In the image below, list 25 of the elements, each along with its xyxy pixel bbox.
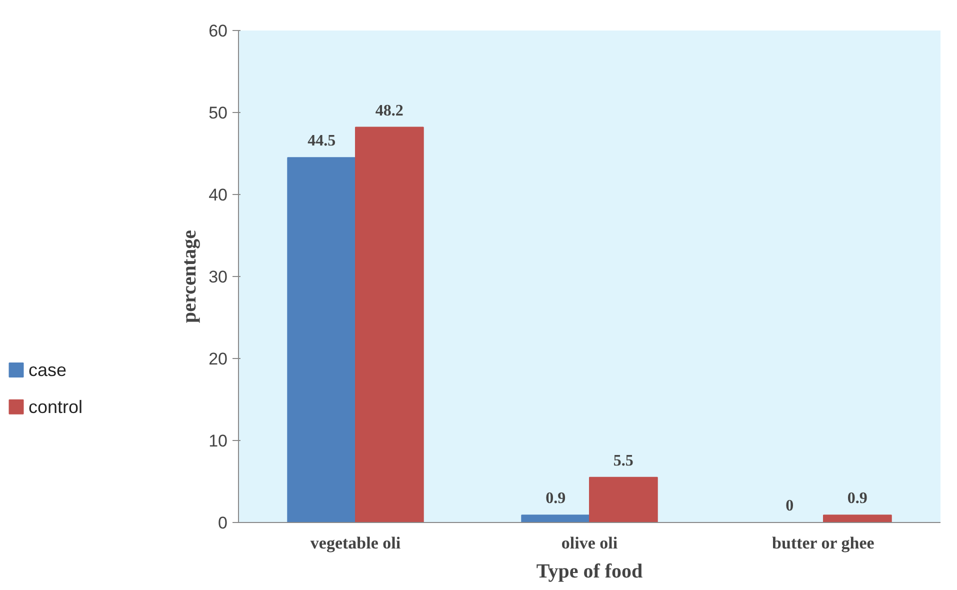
y-axis-title: percentage xyxy=(178,230,201,323)
x-tick-label: olive oli xyxy=(561,534,618,552)
data-label: 48.2 xyxy=(375,102,404,120)
x-tick-label: butter or ghee xyxy=(772,534,875,552)
bar xyxy=(521,514,590,522)
y-tick-label: 10 xyxy=(208,432,228,450)
x-tick-label: vegetable oli xyxy=(310,534,401,552)
x-axis-title: Type of food xyxy=(536,560,643,582)
data-label: 0.9 xyxy=(847,490,868,508)
y-tick-label: 30 xyxy=(208,268,228,286)
legend-label: control xyxy=(28,396,83,417)
data-label: 0.9 xyxy=(546,490,566,508)
y-tick-label: 20 xyxy=(208,350,228,368)
data-label: 0 xyxy=(786,498,794,514)
bar xyxy=(589,476,658,522)
bar xyxy=(355,126,424,522)
y-tick-label: 0 xyxy=(218,514,228,532)
bar xyxy=(287,157,356,522)
data-label: 5.5 xyxy=(613,452,634,470)
y-tick-label: 40 xyxy=(208,186,228,204)
bar xyxy=(823,514,892,522)
y-tick-label: 60 xyxy=(208,22,228,40)
legend-label: case xyxy=(28,360,67,380)
data-label: 44.5 xyxy=(308,132,336,150)
y-tick-label: 50 xyxy=(208,104,228,122)
